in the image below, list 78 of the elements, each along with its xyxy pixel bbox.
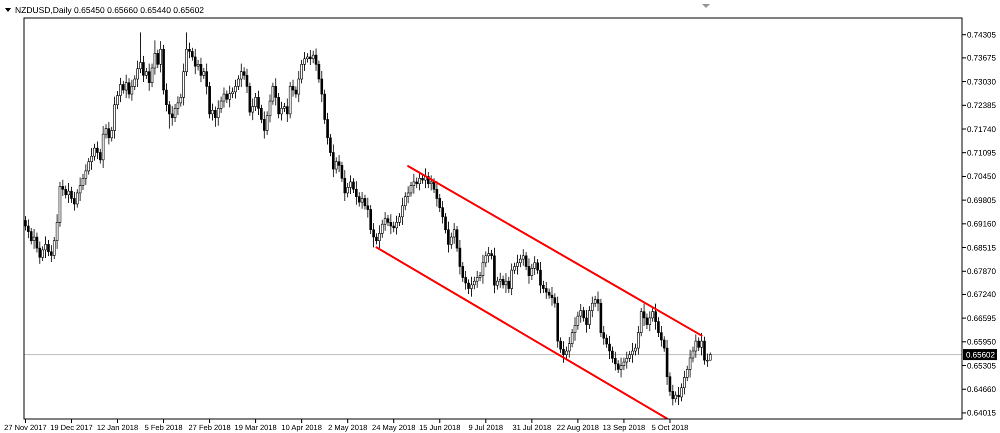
candlestick	[415, 177, 418, 189]
candlestick	[349, 174, 352, 194]
candlestick	[124, 74, 128, 99]
candlestick	[32, 228, 36, 250]
candlestick	[703, 336, 706, 365]
candlestick	[470, 276, 473, 298]
y-tick-label: 0.72385	[967, 101, 996, 110]
y-tick-label: 0.71095	[967, 148, 996, 158]
y-tick-label: 0.74305	[967, 30, 996, 40]
y-tick-label: 0.67240	[967, 290, 996, 300]
y-tick-label: 0.66595	[967, 314, 996, 323]
candlestick	[620, 357, 622, 378]
candlestick	[550, 286, 554, 306]
candlestick	[280, 101, 283, 121]
candlestick	[418, 171, 421, 191]
y-tick-label: 0.67870	[967, 267, 996, 276]
ref-line-label: 0.65602	[966, 350, 996, 360]
candlestick	[539, 262, 542, 294]
y-tick-label: 0.73030	[967, 77, 996, 86]
y-tick-label: 0.64015	[967, 408, 996, 418]
candlestick	[522, 248, 525, 266]
candlestick	[395, 215, 398, 235]
candlestick	[312, 50, 314, 64]
candlestick	[421, 174, 424, 184]
y-tick-label: 0.69160	[967, 220, 996, 229]
candlestick	[360, 191, 364, 210]
candlestick	[504, 272, 508, 294]
candlestick	[694, 334, 698, 358]
candlestick	[148, 63, 150, 92]
candlestick	[228, 85, 232, 108]
y-tick-label: 0.70450	[967, 172, 996, 182]
candlestick	[476, 270, 478, 288]
candlestick	[562, 340, 565, 364]
y-tick-label: 0.71740	[967, 124, 996, 134]
candlestick	[674, 391, 678, 403]
y-tick-label: 0.69805	[967, 196, 996, 205]
y-tick-label: 0.73675	[967, 54, 996, 63]
candlestick	[430, 174, 432, 191]
candlestick	[585, 309, 588, 334]
candlestick	[502, 275, 504, 289]
y-tick-label: 0.65950	[967, 338, 996, 347]
candlestick	[498, 272, 502, 288]
y-tick-label: 0.64660	[967, 385, 996, 394]
candlestick	[631, 342, 634, 364]
candlestick	[108, 122, 110, 145]
candlestick	[194, 48, 197, 75]
candlestick	[625, 351, 628, 370]
candlestick	[170, 105, 174, 126]
candlestick	[608, 336, 611, 360]
candlestick	[390, 214, 392, 235]
candlestick	[648, 310, 652, 332]
candlestick	[240, 63, 243, 88]
candlestick	[482, 254, 484, 284]
candlestick	[516, 254, 519, 275]
candlestick	[122, 80, 125, 94]
candlestick	[544, 282, 548, 300]
candlestick	[156, 49, 160, 68]
y-tick-label: 0.68515	[967, 243, 996, 252]
chart-title: NZDUSD,Daily 0.65450 0.65660 0.65440 0.65602	[15, 5, 204, 15]
candlestick	[677, 386, 680, 406]
candlestick	[90, 148, 93, 170]
candlestick	[308, 50, 312, 66]
candlestick	[214, 106, 217, 128]
candlestick	[697, 337, 700, 352]
candlestick	[234, 79, 237, 99]
candlestick	[355, 180, 358, 206]
candlestick	[44, 236, 47, 258]
candlestick	[128, 78, 130, 99]
candlestick	[200, 57, 202, 82]
y-tick-label: 0.65305	[967, 361, 996, 370]
candlestick	[688, 350, 692, 378]
candlestick	[130, 79, 134, 102]
candlestick	[216, 100, 220, 126]
candlestick	[510, 263, 514, 296]
candlestick	[96, 141, 99, 160]
candlestick	[67, 182, 70, 204]
candlestick	[412, 173, 416, 194]
candlestick	[226, 90, 228, 104]
